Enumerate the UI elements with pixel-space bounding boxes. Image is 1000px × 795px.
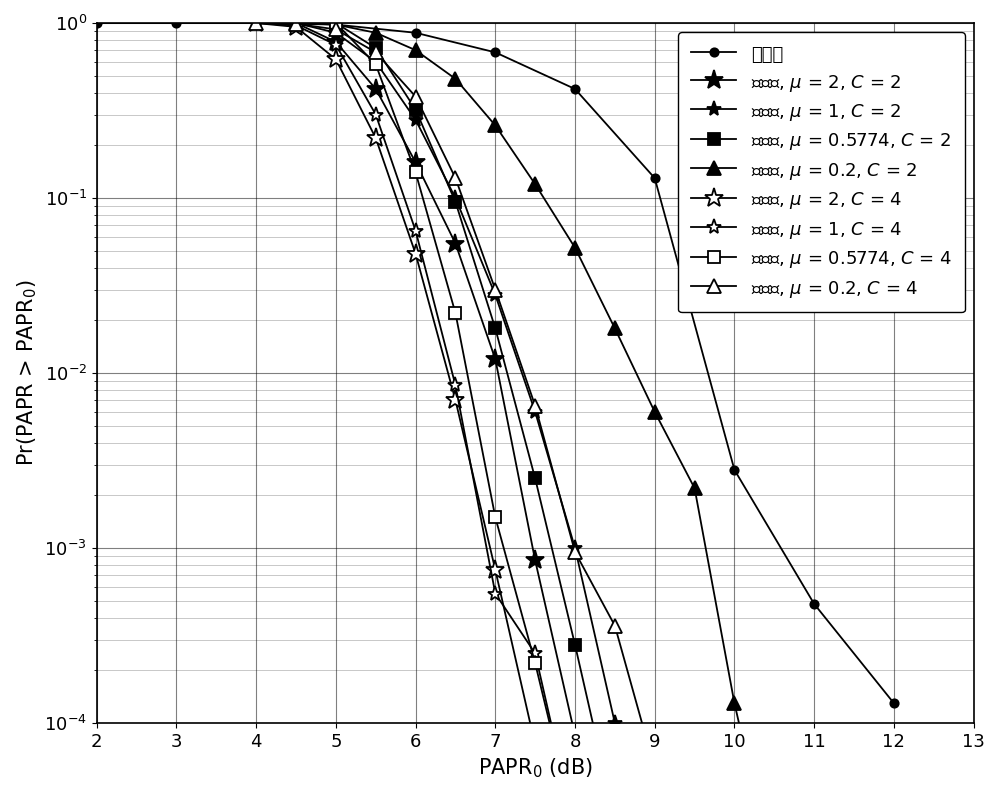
本发明, $\mu$ = 0.5774, $C$ = 2 [370, 43, 382, 52]
Line: 本发明, $\mu$ = 0.5774, $C$ = 2: 本发明, $\mu$ = 0.5774, $C$ = 2 [330, 17, 660, 795]
本发明, $\mu$ = 1, $C$ = 2 [609, 719, 621, 728]
Line: 本发明, $\mu$ = 1, $C$ = 4: 本发明, $\mu$ = 1, $C$ = 4 [249, 15, 583, 795]
本发明, $\mu$ = 2, $C$ = 2 [330, 37, 342, 47]
本发明, $\mu$ = 0.5774, $C$ = 2 [449, 197, 461, 207]
原系统 [91, 18, 103, 28]
本发明, $\mu$ = 2, $C$ = 2 [410, 157, 422, 167]
本发明, $\mu$ = 1, $C$ = 4 [290, 21, 302, 30]
本发明, $\mu$ = 0.2, $C$ = 2 [609, 324, 621, 333]
本发明, $\mu$ = 1, $C$ = 4 [449, 381, 461, 390]
本发明, $\mu$ = 2, $C$ = 2 [569, 731, 581, 740]
本发明, $\mu$ = 1, $C$ = 4 [250, 18, 262, 28]
本发明, $\mu$ = 0.2, $C$ = 4 [609, 621, 621, 630]
X-axis label: PAPR$_0$ (dB): PAPR$_0$ (dB) [478, 756, 593, 780]
本发明, $\mu$ = 0.5774, $C$ = 4 [370, 60, 382, 69]
原系统 [569, 84, 581, 94]
本发明, $\mu$ = 0.2, $C$ = 2 [489, 121, 501, 130]
原系统 [170, 18, 182, 28]
Line: 原系统: 原系统 [93, 19, 898, 708]
Line: 本发明, $\mu$ = 1, $C$ = 2: 本发明, $\mu$ = 1, $C$ = 2 [288, 15, 662, 795]
本发明, $\mu$ = 0.2, $C$ = 4 [449, 173, 461, 183]
Line: 本发明, $\mu$ = 0.5774, $C$ = 4: 本发明, $\mu$ = 0.5774, $C$ = 4 [330, 17, 660, 795]
原系统 [888, 699, 900, 708]
原系统 [728, 465, 740, 475]
本发明, $\mu$ = 0.2, $C$ = 2 [569, 243, 581, 253]
Line: 本发明, $\mu$ = 2, $C$ = 2: 本发明, $\mu$ = 2, $C$ = 2 [286, 14, 625, 795]
本发明, $\mu$ = 0.2, $C$ = 2 [449, 74, 461, 83]
本发明, $\mu$ = 1, $C$ = 4 [370, 110, 382, 119]
原系统 [649, 173, 661, 183]
本发明, $\mu$ = 0.5774, $C$ = 2 [569, 640, 581, 650]
本发明, $\mu$ = 2, $C$ = 2 [370, 84, 382, 94]
本发明, $\mu$ = 0.5774, $C$ = 4 [489, 513, 501, 522]
本发明, $\mu$ = 1, $C$ = 2 [449, 193, 461, 203]
Y-axis label: Pr(PAPR > PAPR$_0$): Pr(PAPR > PAPR$_0$) [15, 280, 39, 467]
本发明, $\mu$ = 0.5774, $C$ = 2 [529, 474, 541, 483]
本发明, $\mu$ = 1, $C$ = 2 [330, 28, 342, 37]
Line: 本发明, $\mu$ = 0.2, $C$ = 4: 本发明, $\mu$ = 0.2, $C$ = 4 [249, 16, 702, 795]
原系统 [250, 18, 262, 28]
本发明, $\mu$ = 1, $C$ = 2 [290, 18, 302, 28]
本发明, $\mu$ = 2, $C$ = 4 [449, 395, 461, 405]
本发明, $\mu$ = 0.2, $C$ = 2 [529, 180, 541, 189]
本发明, $\mu$ = 2, $C$ = 4 [489, 565, 501, 575]
本发明, $\mu$ = 0.2, $C$ = 2 [290, 18, 302, 28]
本发明, $\mu$ = 2, $C$ = 4 [290, 22, 302, 32]
原系统 [330, 20, 342, 29]
本发明, $\mu$ = 1, $C$ = 4 [529, 649, 541, 658]
原系统 [808, 599, 820, 609]
本发明, $\mu$ = 0.2, $C$ = 4 [489, 285, 501, 294]
本发明, $\mu$ = 0.5774, $C$ = 2 [330, 18, 342, 28]
本发明, $\mu$ = 1, $C$ = 4 [410, 226, 422, 235]
本发明, $\mu$ = 2, $C$ = 2 [290, 18, 302, 28]
Line: 本发明, $\mu$ = 0.2, $C$ = 2: 本发明, $\mu$ = 0.2, $C$ = 2 [289, 16, 781, 795]
本发明, $\mu$ = 1, $C$ = 4 [330, 40, 342, 49]
本发明, $\mu$ = 0.5774, $C$ = 2 [410, 105, 422, 114]
本发明, $\mu$ = 1, $C$ = 2 [370, 57, 382, 67]
本发明, $\mu$ = 1, $C$ = 2 [410, 115, 422, 125]
本发明, $\mu$ = 0.2, $C$ = 2 [728, 699, 740, 708]
本发明, $\mu$ = 0.5774, $C$ = 4 [330, 18, 342, 28]
本发明, $\mu$ = 0.2, $C$ = 4 [649, 764, 661, 774]
本发明, $\mu$ = 0.5774, $C$ = 4 [529, 658, 541, 668]
本发明, $\mu$ = 2, $C$ = 2 [489, 355, 501, 364]
原系统 [410, 28, 422, 37]
本发明, $\mu$ = 0.2, $C$ = 4 [529, 401, 541, 410]
本发明, $\mu$ = 0.2, $C$ = 4 [250, 18, 262, 28]
本发明, $\mu$ = 0.2, $C$ = 2 [689, 483, 701, 493]
本发明, $\mu$ = 2, $C$ = 4 [529, 740, 541, 750]
Legend: 原系统, 本发明, $\mu$ = 2, $C$ = 2, 本发明, $\mu$ = 1, $C$ = 2, 本发明, $\mu$ = 0.5774, $C$ : 原系统, 本发明, $\mu$ = 2, $C$ = 2, 本发明, $\mu$… [678, 32, 965, 312]
本发明, $\mu$ = 0.2, $C$ = 2 [410, 45, 422, 55]
本发明, $\mu$ = 2, $C$ = 2 [449, 238, 461, 248]
本发明, $\mu$ = 2, $C$ = 4 [370, 134, 382, 143]
本发明, $\mu$ = 0.2, $C$ = 4 [290, 19, 302, 29]
本发明, $\mu$ = 2, $C$ = 4 [250, 18, 262, 28]
本发明, $\mu$ = 0.2, $C$ = 4 [330, 25, 342, 34]
本发明, $\mu$ = 2, $C$ = 4 [330, 55, 342, 64]
本发明, $\mu$ = 1, $C$ = 4 [489, 589, 501, 599]
本发明, $\mu$ = 1, $C$ = 2 [489, 290, 501, 300]
本发明, $\mu$ = 0.5774, $C$ = 4 [410, 168, 422, 177]
本发明, $\mu$ = 1, $C$ = 2 [569, 543, 581, 553]
本发明, $\mu$ = 0.2, $C$ = 4 [410, 92, 422, 102]
Line: 本发明, $\mu$ = 2, $C$ = 4: 本发明, $\mu$ = 2, $C$ = 4 [246, 14, 545, 754]
本发明, $\mu$ = 2, $C$ = 4 [410, 249, 422, 258]
本发明, $\mu$ = 0.5774, $C$ = 2 [489, 324, 501, 333]
本发明, $\mu$ = 2, $C$ = 2 [529, 556, 541, 565]
本发明, $\mu$ = 0.2, $C$ = 2 [370, 28, 382, 37]
本发明, $\mu$ = 0.2, $C$ = 4 [370, 48, 382, 57]
本发明, $\mu$ = 0.2, $C$ = 2 [330, 20, 342, 29]
本发明, $\mu$ = 0.2, $C$ = 4 [569, 547, 581, 556]
本发明, $\mu$ = 0.5774, $C$ = 4 [449, 308, 461, 318]
本发明, $\mu$ = 0.2, $C$ = 2 [649, 407, 661, 417]
原系统 [489, 48, 501, 57]
本发明, $\mu$ = 1, $C$ = 2 [529, 407, 541, 417]
